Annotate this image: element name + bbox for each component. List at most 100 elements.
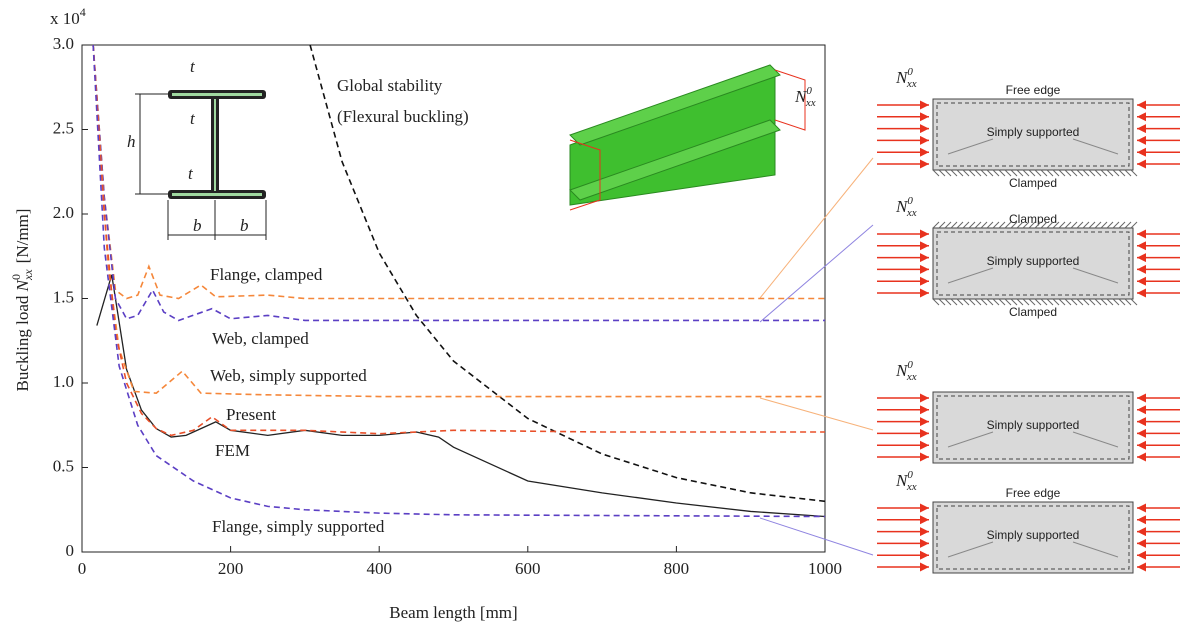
clamp-hatch (999, 170, 1005, 176)
y-tick-label: 1.5 (53, 287, 74, 306)
clamp-hatch (933, 170, 939, 176)
clamp-hatch (945, 222, 951, 228)
clamp-hatch (1125, 222, 1131, 228)
clamp-hatch (1047, 170, 1053, 176)
clamp-hatch (1077, 170, 1083, 176)
clamp-hatch (1125, 170, 1131, 176)
clamp-hatch (1065, 299, 1071, 305)
clamp-hatch (993, 299, 999, 305)
clamp-hatch (987, 299, 993, 305)
clamp-hatch (1083, 299, 1089, 305)
superscript: 0 (907, 359, 913, 371)
x-tick-label: 1000 (808, 559, 842, 578)
beam-dimension-label: h (127, 132, 136, 151)
clamp-hatch (939, 222, 945, 228)
series-label: Web, clamped (212, 329, 309, 348)
clamp-hatch (1113, 299, 1119, 305)
clamp-hatch (1107, 222, 1113, 228)
clamp-hatch (1125, 299, 1131, 305)
clamp-hatch (957, 222, 963, 228)
clamp-hatch (993, 222, 999, 228)
clamp-hatch (1131, 299, 1137, 305)
clamp-hatch (1083, 222, 1089, 228)
clamp-hatch (1023, 170, 1029, 176)
edge-label: Clamped (1009, 305, 1057, 319)
clamp-hatch (1005, 299, 1011, 305)
superscript: 0 (907, 469, 913, 481)
y-title-sub: xx (21, 269, 35, 281)
clamp-hatch (975, 222, 981, 228)
fem-model-inset (570, 65, 805, 210)
clamp-hatch (1041, 299, 1047, 305)
clamp-hatch (963, 222, 969, 228)
beam-dimension-label: t (188, 164, 194, 183)
beam-dimension-label: t (190, 109, 196, 128)
x-tick-label: 800 (664, 559, 690, 578)
subscript: xx (906, 481, 917, 493)
clamp-hatch (1101, 170, 1107, 176)
clamp-hatch (951, 299, 957, 305)
series-label: Flange, clamped (210, 265, 323, 284)
clamp-hatch (981, 170, 987, 176)
clamp-hatch (1113, 170, 1119, 176)
y-tick-label: 2.5 (53, 118, 74, 137)
clamp-hatch (957, 299, 963, 305)
subscript: xx (805, 97, 816, 109)
y-tick-label: 3.0 (53, 34, 74, 53)
superscript: 0 (806, 85, 812, 97)
clamp-hatch (1095, 170, 1101, 176)
x-tick-label: 400 (366, 559, 392, 578)
clamp-hatch (945, 170, 951, 176)
clamp-hatch (939, 299, 945, 305)
clamp-hatch (951, 170, 957, 176)
clamp-hatch (957, 170, 963, 176)
y-tick-label: 1.0 (53, 372, 74, 391)
clamp-hatch (1071, 170, 1077, 176)
center-label: Simply supported (987, 418, 1080, 432)
clamp-hatch (1023, 299, 1029, 305)
clamp-hatch (1107, 299, 1113, 305)
clamp-hatch (1089, 299, 1095, 305)
y-axis-title: Buckling load N0xx[N/mm] (9, 209, 35, 392)
clamp-hatch (951, 222, 957, 228)
series-label: Flange, simply supported (212, 517, 385, 536)
clamp-hatch (1059, 170, 1065, 176)
edge-label: Free edge (1006, 486, 1061, 500)
clamp-hatch (975, 170, 981, 176)
clamp-hatch (987, 222, 993, 228)
clamp-hatch (1017, 170, 1023, 176)
clamp-hatch (1095, 299, 1101, 305)
clamp-hatch (1011, 299, 1017, 305)
clamp-hatch (1011, 170, 1017, 176)
y-title-unit: [N/mm] (13, 209, 32, 264)
clamp-hatch (1047, 299, 1053, 305)
clamp-hatch (1071, 222, 1077, 228)
series-label: Present (226, 405, 276, 424)
x-tick-label: 0 (78, 559, 87, 578)
clamp-hatch (1113, 222, 1119, 228)
beam-dimension-label: b (193, 216, 202, 235)
center-label: Simply supported (987, 125, 1080, 139)
center-label: Simply supported (987, 254, 1080, 268)
figure: 00.51.01.52.02.53.002004006008001000Beam… (0, 0, 1182, 634)
clamp-hatch (987, 170, 993, 176)
multiplier: x 104 (50, 5, 86, 28)
connectors (760, 158, 873, 555)
series-line (97, 275, 825, 517)
clamp-hatch (999, 299, 1005, 305)
clamp-hatch (1131, 170, 1137, 176)
clamp-hatch (1119, 299, 1125, 305)
edge-label: Clamped (1009, 176, 1057, 190)
subscript: xx (906, 371, 917, 383)
clamp-hatch (1065, 170, 1071, 176)
clamp-hatch (1119, 170, 1125, 176)
clamp-hatch (1059, 222, 1065, 228)
y-tick-label: 0.5 (53, 456, 74, 475)
clamp-hatch (981, 299, 987, 305)
multiplier-exp: 4 (80, 5, 86, 19)
clamp-hatch (999, 222, 1005, 228)
clamp-hatch (969, 222, 975, 228)
